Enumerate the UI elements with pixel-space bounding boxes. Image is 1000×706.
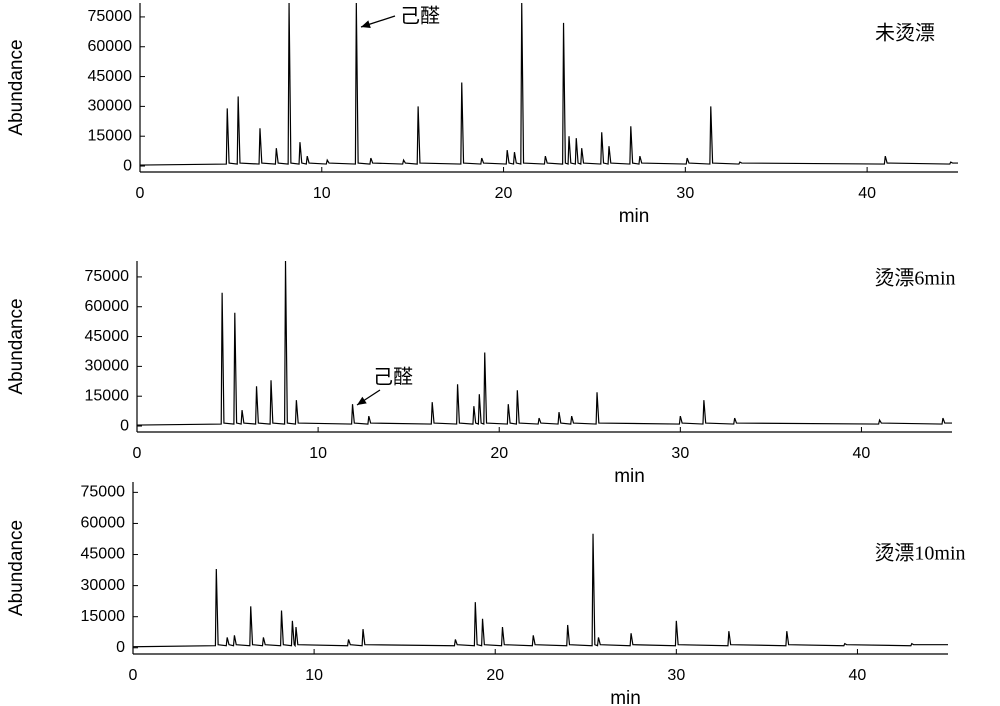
y-tick-label: 30000 bbox=[81, 577, 126, 594]
x-tick-label: 30 bbox=[676, 185, 694, 202]
y-tick-label: 15000 bbox=[81, 608, 126, 625]
panel-title: 烫漂6min bbox=[874, 267, 955, 290]
x-tick-label: 40 bbox=[849, 667, 867, 684]
y-tick-label: 45000 bbox=[88, 68, 133, 85]
annotation-arrowhead bbox=[357, 396, 367, 405]
x-tick-label: 0 bbox=[129, 667, 138, 684]
y-tick-label: 45000 bbox=[81, 546, 126, 563]
y-tick-label: 75000 bbox=[85, 268, 130, 285]
y-tick-label: 30000 bbox=[85, 358, 130, 375]
y-tick-label: 15000 bbox=[85, 387, 130, 404]
y-tick-label: 0 bbox=[116, 639, 125, 656]
panel-title: 未烫漂 bbox=[875, 22, 935, 45]
x-tick-label: 10 bbox=[305, 667, 323, 684]
chromatogram-trace bbox=[132, 533, 948, 648]
y-tick-label: 75000 bbox=[88, 8, 133, 25]
chromatogram-trace bbox=[136, 260, 952, 426]
y-axis-label: Abundance bbox=[6, 520, 27, 616]
x-tick-label: 20 bbox=[495, 185, 513, 202]
y-axis-label: Abundance bbox=[6, 39, 27, 135]
x-tick-label: 10 bbox=[309, 445, 327, 462]
x-axis-label: min bbox=[614, 466, 645, 487]
y-tick-label: 60000 bbox=[88, 38, 133, 55]
panel-title: 烫漂10min bbox=[874, 542, 965, 565]
x-axis-label: min bbox=[619, 206, 650, 227]
y-tick-label: 60000 bbox=[81, 515, 126, 532]
x-tick-label: 0 bbox=[133, 445, 142, 462]
peak-annotation: 己醛 bbox=[373, 365, 413, 388]
x-tick-label: 10 bbox=[313, 185, 331, 202]
y-tick-label: 0 bbox=[123, 157, 132, 174]
y-tick-label: 60000 bbox=[85, 298, 130, 315]
x-axis-label: min bbox=[610, 688, 641, 706]
y-tick-label: 30000 bbox=[88, 98, 133, 115]
x-tick-label: 30 bbox=[667, 667, 685, 684]
chromatogram-trace bbox=[139, 2, 958, 166]
peak-annotation: 己醛 bbox=[400, 4, 440, 27]
x-tick-label: 0 bbox=[136, 185, 145, 202]
x-tick-label: 20 bbox=[486, 667, 504, 684]
annotation-arrowhead bbox=[361, 20, 371, 29]
x-tick-label: 40 bbox=[853, 445, 871, 462]
y-axis-label: Abundance bbox=[6, 298, 27, 394]
y-tick-label: 75000 bbox=[81, 484, 126, 501]
x-tick-label: 20 bbox=[490, 445, 508, 462]
x-tick-label: 30 bbox=[671, 445, 689, 462]
y-tick-label: 0 bbox=[120, 417, 129, 434]
y-tick-label: 45000 bbox=[85, 328, 130, 345]
x-tick-label: 40 bbox=[858, 185, 876, 202]
y-tick-label: 15000 bbox=[88, 127, 133, 144]
